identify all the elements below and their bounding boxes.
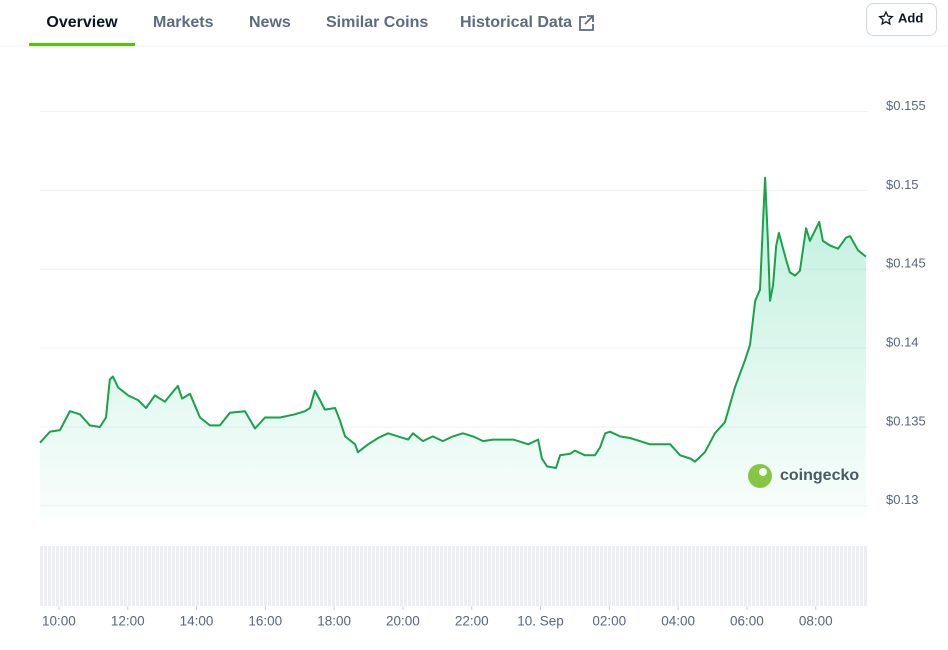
x-tick-label: 20:00 [386,614,420,629]
external-link-icon [579,15,594,31]
add-button[interactable] [866,3,937,36]
x-tick-label: 10. Sep [517,614,564,629]
tab-underline [29,43,135,46]
x-tick-label: 22:00 [455,614,489,629]
x-tick-label: 02:00 [592,614,626,629]
x-tick-label: 04:00 [661,614,695,629]
y-tick-label: $0.15 [886,177,919,192]
x-tick-label: 12:00 [111,614,145,629]
x-tick-label: 06:00 [730,614,764,629]
y-tick-label: $0.145 [886,256,926,271]
tab[interactable]: Historical Data [460,14,572,31]
x-tick-label: 08:00 [799,614,833,629]
price-line [39,176,867,469]
x-tick-label: 10:00 [42,614,76,629]
x-tick-label: 14:00 [180,614,214,629]
price-area [40,177,866,521]
star-icon [878,10,894,26]
tab[interactable]: Overview [46,14,118,31]
x-tick-label: 18:00 [317,614,351,629]
add-button-label: Add [898,10,923,25]
tab[interactable]: Similar Coins [326,14,428,31]
y-tick-label: $0.14 [886,335,919,350]
tab[interactable]: Markets [153,14,214,31]
y-tick-label: $0.135 [886,413,926,428]
y-tick-label: $0.13 [886,492,919,507]
x-tick-label: 16:00 [248,614,282,629]
plot: $0.13 $0.135 $0.14 $0.145 $0.15 $0.155 10:00 12… [39,98,926,629]
volume-strip [40,546,868,606]
tab[interactable]: News [249,14,291,31]
y-tick-label: $0.155 [886,98,926,113]
